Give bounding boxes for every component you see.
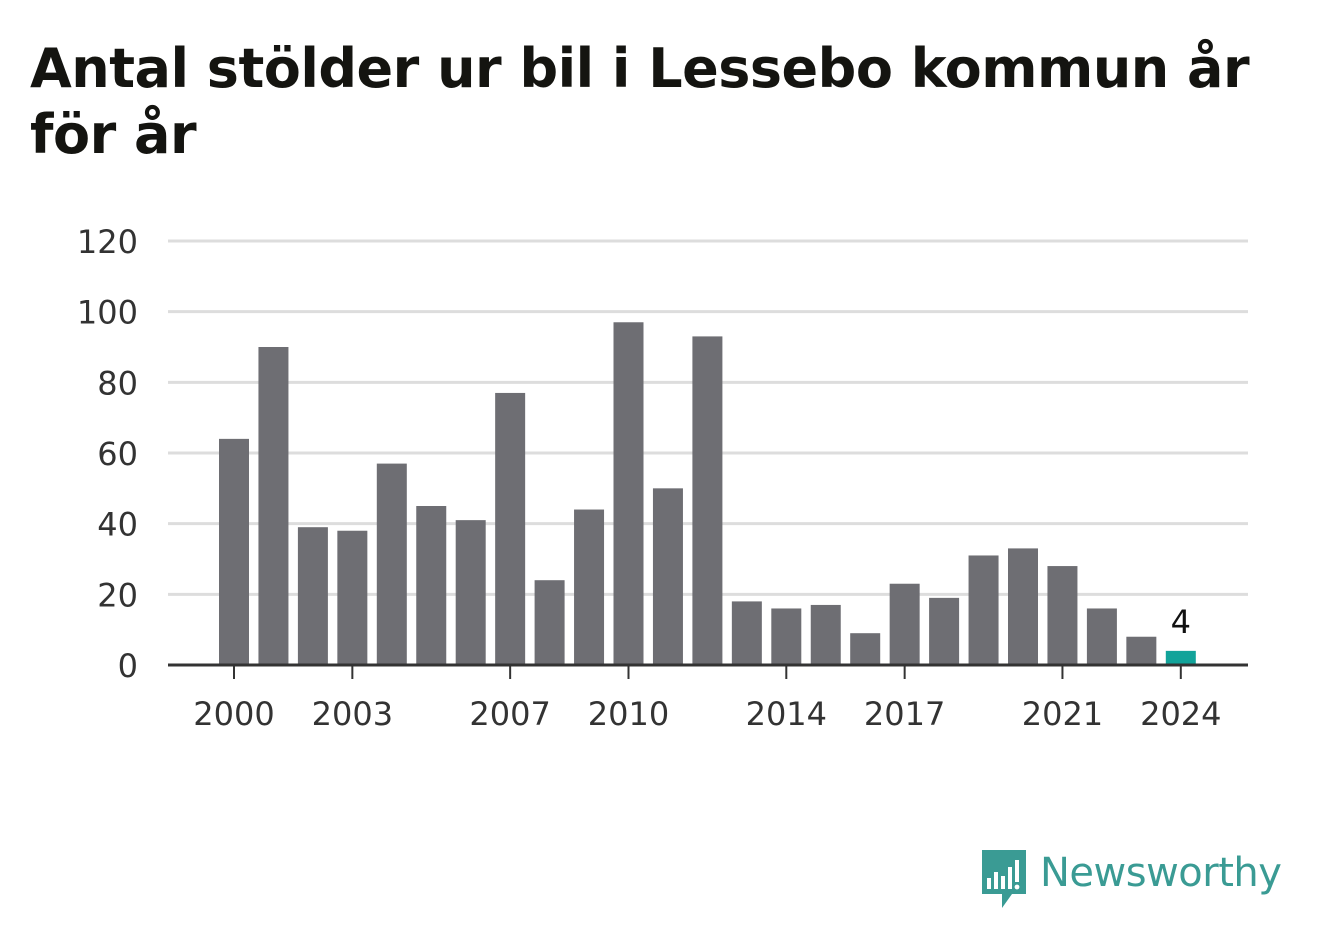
bar-2018: [929, 597, 960, 665]
bar-2006: [455, 520, 486, 665]
chart-title: Antal stölder ur bil i Lessebo kommun år…: [30, 37, 1250, 166]
x-tick-label: 2000: [193, 695, 274, 733]
bar-2002: [297, 527, 328, 665]
x-tick-label: 2007: [469, 695, 550, 733]
y-tick-label: 80: [97, 364, 138, 402]
bar-2019: [968, 555, 999, 665]
bar-2008: [534, 580, 565, 665]
x-axis-ticks: 2000 2003 2007 2010 2014 2017 2021 2024: [193, 665, 1222, 733]
data-label-2024: 4: [1171, 603, 1191, 641]
newsworthy-logo: Newsworthy: [980, 848, 1282, 914]
y-tick-label: 60: [97, 435, 138, 473]
bar-2014: [771, 608, 802, 665]
bar-2009: [574, 509, 605, 665]
bar-2001: [258, 347, 289, 665]
bar-2022: [1086, 608, 1117, 665]
bar-2020: [1008, 548, 1038, 665]
bar-2000: [219, 438, 249, 665]
y-tick-label: 120: [77, 223, 138, 261]
bar-chart: 0 20 40 60 80 100 120 2000 2003 2007 2010 2014 2017…: [77, 223, 1248, 733]
bars: [219, 322, 1196, 665]
bar-2021: [1047, 566, 1078, 665]
x-tick-label: 2021: [1022, 695, 1103, 733]
y-tick-label: 0: [118, 647, 138, 685]
bar-2015: [810, 604, 841, 665]
bar-2023: [1126, 636, 1157, 665]
bar-2016: [850, 633, 881, 665]
bar-2017: [889, 583, 920, 665]
x-tick-label: 2014: [746, 695, 827, 733]
x-tick-label: 2003: [312, 695, 393, 733]
x-tick-label: 2017: [864, 695, 945, 733]
bar-2011: [652, 488, 683, 665]
bar-2003: [337, 530, 368, 665]
bar-2013: [731, 601, 762, 665]
brand-name: Newsworthy: [1040, 850, 1282, 896]
bar-2012: [692, 336, 723, 665]
x-tick-label: 2024: [1140, 695, 1221, 733]
bar-2005: [416, 506, 447, 665]
newsworthy-logo-icon: [980, 848, 1028, 914]
y-tick-label: 20: [97, 576, 138, 614]
bar-2004: [376, 463, 407, 665]
x-tick-label: 2010: [588, 695, 669, 733]
bar-2007: [495, 392, 526, 665]
bar-2010: [613, 322, 644, 665]
y-tick-label: 40: [97, 506, 138, 544]
bar-2024: [1165, 650, 1196, 665]
y-axis-ticks: 0 20 40 60 80 100 120: [77, 223, 138, 685]
y-tick-label: 100: [77, 294, 138, 332]
data-labels: 4: [1171, 603, 1191, 641]
